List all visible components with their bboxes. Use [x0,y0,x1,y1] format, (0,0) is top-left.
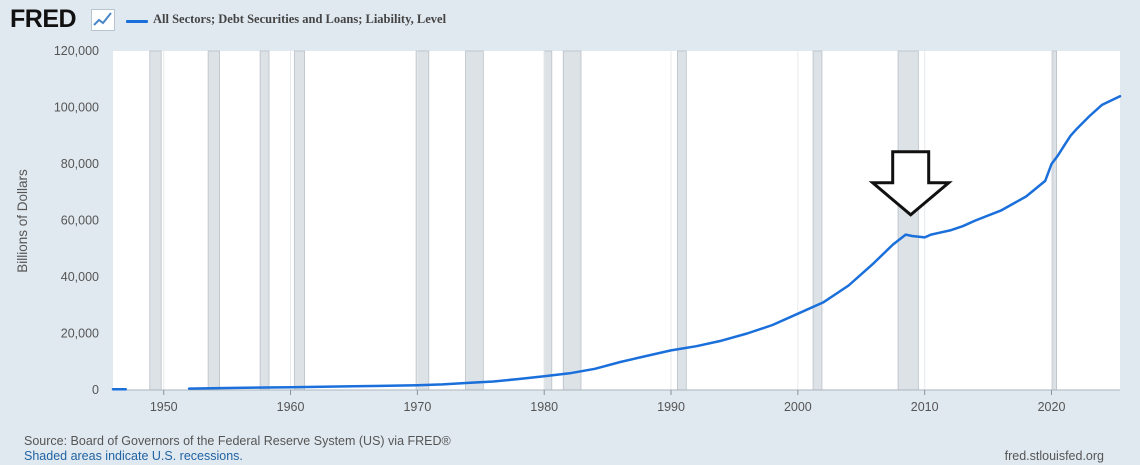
trend-line-icon [91,9,115,31]
chart-header: FRED All Sectors; Debt Securities and Lo… [0,0,1140,40]
y-tick-label: 20,000 [61,327,99,341]
y-tick-label: 120,000 [54,44,99,58]
legend-label: All Sectors; Debt Securities and Loans; … [153,12,447,26]
x-tick-label: 1980 [530,400,558,414]
recession-band-2 [259,50,270,391]
recession-band-1 [207,50,220,391]
recession-band-4 [415,50,430,391]
line-chart: 020,00040,00060,00080,000100,000120,000 … [15,44,1122,414]
recession-band-8 [676,50,687,391]
recession-band-7 [562,50,582,391]
recession-band-5 [465,50,484,391]
x-tick-label: 2000 [784,400,812,414]
recession-band-11 [1052,50,1057,391]
recession-band-3 [293,50,305,391]
y-tick-label: 80,000 [61,157,99,171]
x-tick-label: 1990 [657,400,685,414]
x-tick-label: 1960 [277,400,305,414]
annotations [868,150,953,217]
recession-band-10 [897,50,919,391]
site-url[interactable]: fred.stlouisfed.org [1004,449,1104,463]
down-arrow-annotation [868,150,953,217]
source-note: Source: Board of Governors of the Federa… [24,434,451,448]
gridlines [163,51,1053,390]
recession-bands [149,50,1057,391]
y-axis-label: Billions of Dollars [15,169,30,273]
x-tick-label: 2010 [911,400,939,414]
y-tick-label: 60,000 [61,214,99,228]
series-line-segment-1 [187,94,1122,390]
x-tick-label: 2020 [1038,400,1066,414]
fred-logo[interactable]: FRED [10,5,77,33]
recession-band-0 [149,50,162,391]
x-tick-label: 1950 [150,400,178,414]
y-tick-label: 100,000 [54,101,99,115]
recession-note[interactable]: Shaded areas indicate U.S. recessions. [24,449,243,463]
x-axis-ticks: 1950 1960 1970 1980 1990 2000 2010 2020 [113,389,1120,414]
series-lines [111,94,1122,391]
y-tick-label: 0 [92,383,99,397]
plot-area [113,51,1120,390]
recession-band-9 [812,50,823,391]
recession-band-6 [543,50,553,391]
x-tick-label: 1970 [403,400,431,414]
y-axis-ticks: 0 20,000 40,000 60,000 80,000 100,000 120,000 [54,44,99,397]
legend-swatch [126,20,148,23]
y-tick-label: 40,000 [61,270,99,284]
